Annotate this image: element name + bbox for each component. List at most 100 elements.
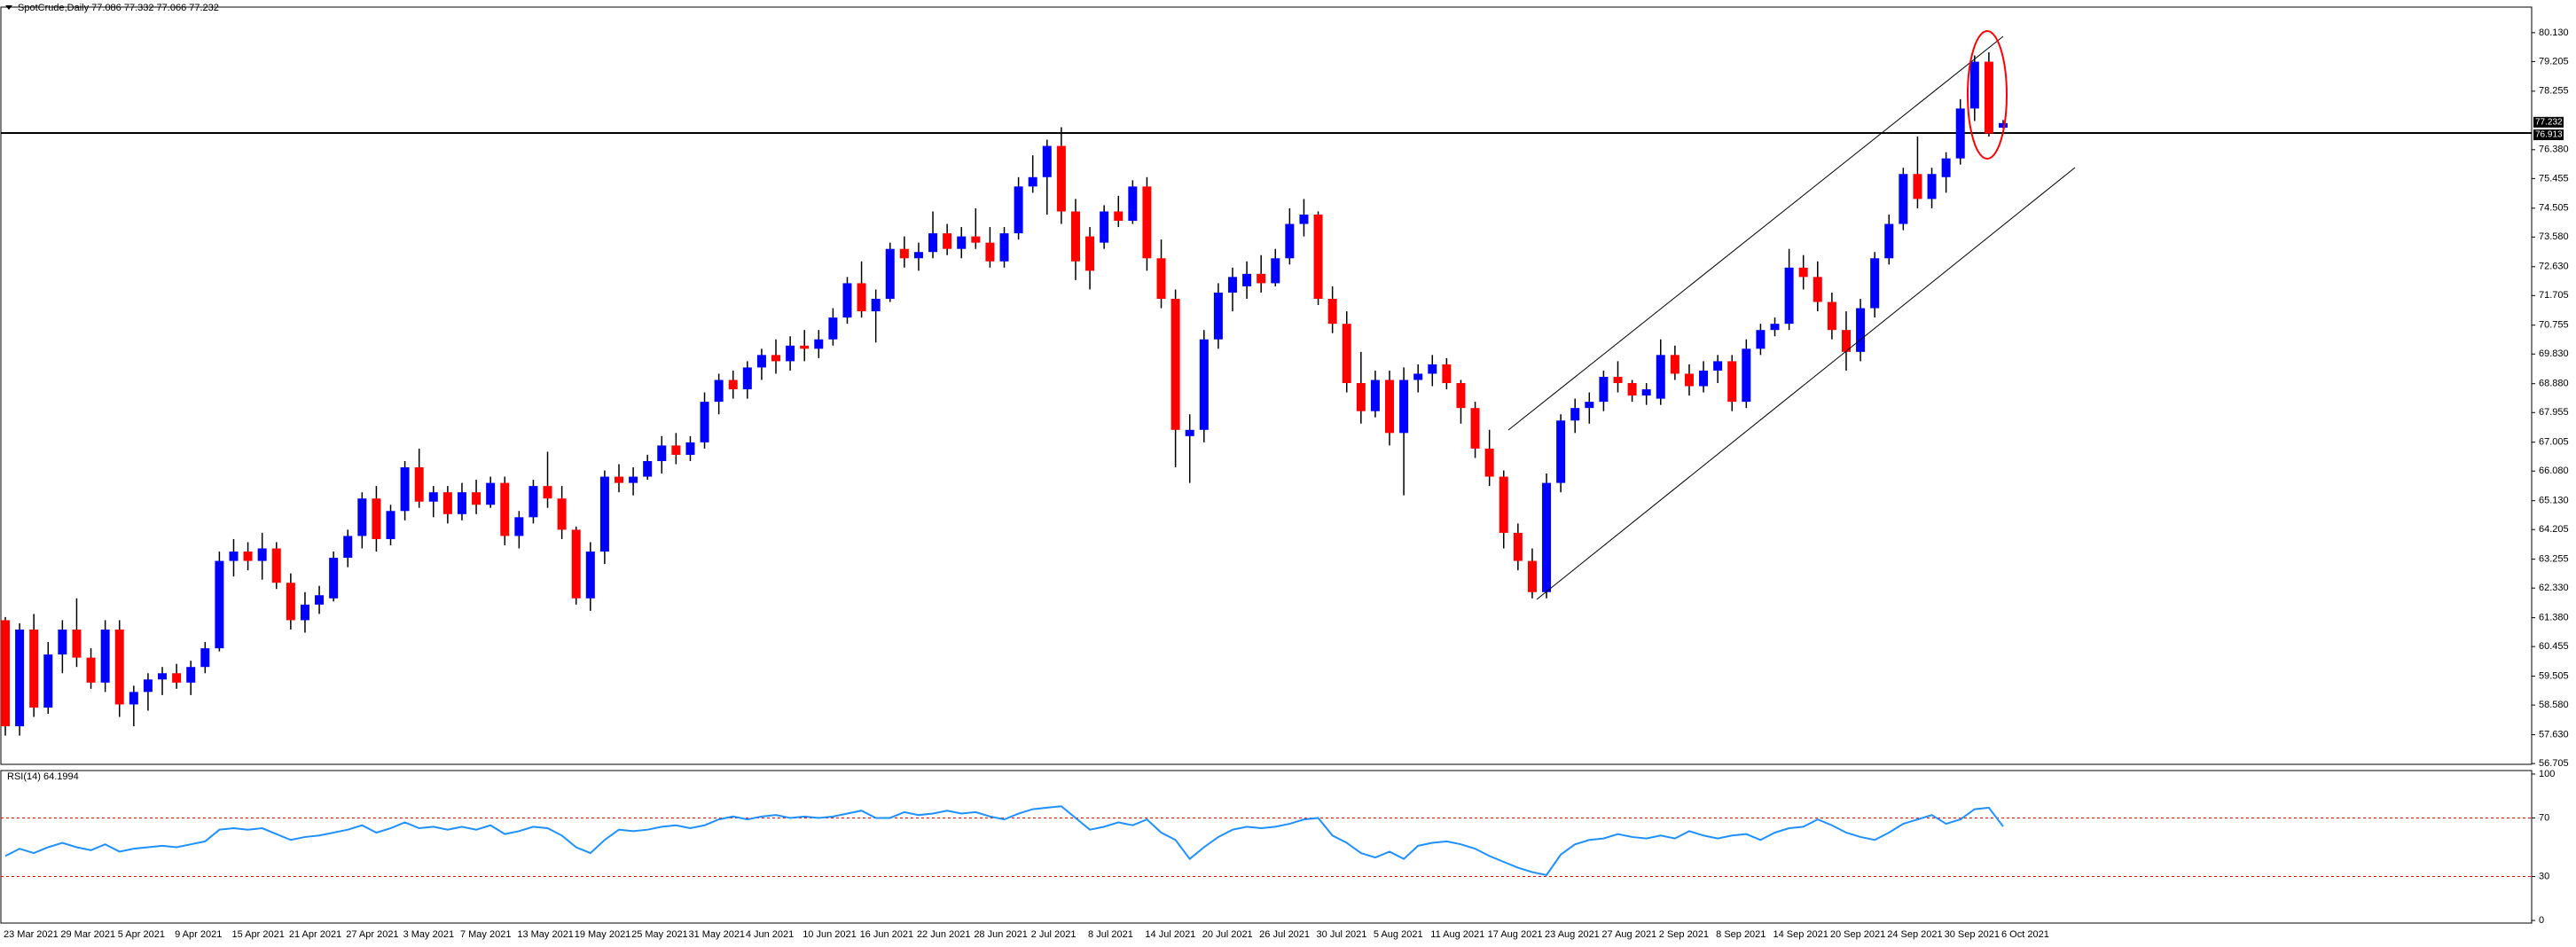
- candle-body: [1969, 61, 1979, 109]
- candle-body: [343, 536, 353, 559]
- candle-body: [1742, 348, 1751, 403]
- candle-body: [742, 367, 752, 390]
- candle-body: [599, 476, 609, 552]
- x-tick-label: 13 May 2021: [517, 929, 574, 940]
- x-tick-label: 9 Apr 2021: [175, 929, 222, 940]
- candle-body: [857, 283, 866, 312]
- x-tick-label: 19 May 2021: [575, 929, 631, 940]
- candle-body: [1456, 383, 1466, 409]
- y-tick-label: 66.080: [2539, 466, 2569, 476]
- candle-body: [529, 486, 538, 518]
- x-tick-label: 27 Apr 2021: [346, 929, 398, 940]
- y-tick-label: 56.705: [2539, 758, 2569, 769]
- candle-body: [442, 492, 452, 514]
- price-pane-frame: [0, 6, 2533, 765]
- y-tick-label: 68.880: [2539, 379, 2569, 389]
- x-tick-label: 27 Aug 2021: [1601, 929, 1656, 940]
- y-tick-label: 72.630: [2539, 262, 2569, 272]
- x-tick-label: 22 Jun 2021: [917, 929, 971, 940]
- candle-body: [1513, 532, 1523, 561]
- x-tick-label: 20 Jul 2021: [1202, 929, 1253, 940]
- candle-body: [913, 252, 923, 259]
- candle-body: [1841, 330, 1851, 352]
- candle-body: [1756, 330, 1766, 349]
- x-tick-label: 15 Apr 2021: [231, 929, 284, 940]
- candle-body: [629, 476, 638, 483]
- candle-body: [871, 299, 881, 312]
- candle-body: [543, 486, 552, 499]
- candle-body: [885, 248, 895, 300]
- candle-body: [614, 476, 623, 483]
- x-tick-label: 4 Jun 2021: [746, 929, 794, 940]
- candle-body: [229, 552, 239, 561]
- y-tick-label: 62.330: [2539, 583, 2569, 593]
- candle-body: [1984, 61, 1993, 134]
- x-tick-label: 30 Sep 2021: [1945, 929, 2000, 940]
- candle-body: [1585, 402, 1594, 409]
- candle-body: [243, 552, 253, 561]
- candle-body: [1470, 408, 1480, 449]
- candle-body: [200, 648, 210, 668]
- price-box: [2533, 116, 2564, 128]
- candle-body: [1156, 258, 1166, 300]
- x-tick-label: 17 Aug 2021: [1488, 929, 1543, 940]
- x-tick-label: 6 Oct 2021: [2001, 929, 2049, 940]
- x-tick-label: 14 Jul 2021: [1145, 929, 1195, 940]
- price-box: [2533, 129, 2564, 141]
- y-tick-label: 57.630: [2539, 729, 2569, 740]
- x-tick-label: 23 Aug 2021: [1545, 929, 1600, 940]
- candle-body: [286, 583, 295, 621]
- x-tick-label: 21 Apr 2021: [289, 929, 341, 940]
- x-tick-label: 30 Jul 2021: [1317, 929, 1367, 940]
- candle-body: [1813, 277, 1822, 302]
- y-tick-label: 64.205: [2539, 524, 2569, 535]
- y-tick-label: 63.255: [2539, 554, 2569, 565]
- candle-body: [414, 467, 424, 502]
- candle-body: [685, 442, 695, 455]
- y-tick-label: 67.955: [2539, 407, 2569, 418]
- candle-body: [1927, 174, 1937, 200]
- candle-body: [1999, 122, 2008, 128]
- candle-body: [943, 233, 952, 249]
- candle-body: [800, 345, 810, 349]
- y-tick-label: 73.580: [2539, 231, 2569, 242]
- candle-body: [585, 552, 595, 599]
- candle-body: [1042, 145, 1052, 177]
- candle-body: [100, 629, 110, 683]
- candle-body: [756, 355, 766, 368]
- x-tick-label: 8 Jul 2021: [1088, 929, 1133, 940]
- candle-body: [457, 492, 466, 514]
- candle-body: [215, 560, 224, 649]
- channel-lower: [1536, 167, 2076, 600]
- candle-body: [1327, 299, 1337, 325]
- candle-body: [86, 657, 96, 683]
- candle-body: [1670, 355, 1679, 374]
- candle-body: [1499, 476, 1508, 533]
- candle-body: [1542, 482, 1552, 592]
- x-tick-label: 31 May 2021: [688, 929, 745, 940]
- candle-body: [828, 317, 838, 340]
- x-tick-label: 28 Jun 2021: [974, 929, 1028, 940]
- candle-body: [1827, 301, 1836, 331]
- candle-body: [643, 460, 653, 477]
- candle-body: [985, 242, 995, 262]
- candle-body: [1070, 211, 1080, 262]
- candle-body: [1342, 324, 1351, 384]
- x-tick-label: 8 Sep 2021: [1716, 929, 1766, 940]
- candle-body: [72, 629, 82, 658]
- candle-body: [1227, 277, 1237, 293]
- candle-body: [1428, 364, 1437, 374]
- candle-body: [1185, 429, 1194, 436]
- candle-body: [315, 595, 325, 605]
- channel-upper: [1507, 35, 2004, 431]
- candle-body: [329, 558, 339, 599]
- rsi-pane-frame: [0, 770, 2533, 924]
- y-tick-label: 59.505: [2539, 671, 2569, 682]
- candle-body: [957, 236, 967, 249]
- candle-body: [1356, 383, 1366, 411]
- candle-body: [1570, 408, 1580, 421]
- candle-body: [114, 629, 124, 705]
- y-tick-label: 70.755: [2539, 320, 2569, 331]
- x-tick-label: 29 Mar 2021: [60, 929, 115, 940]
